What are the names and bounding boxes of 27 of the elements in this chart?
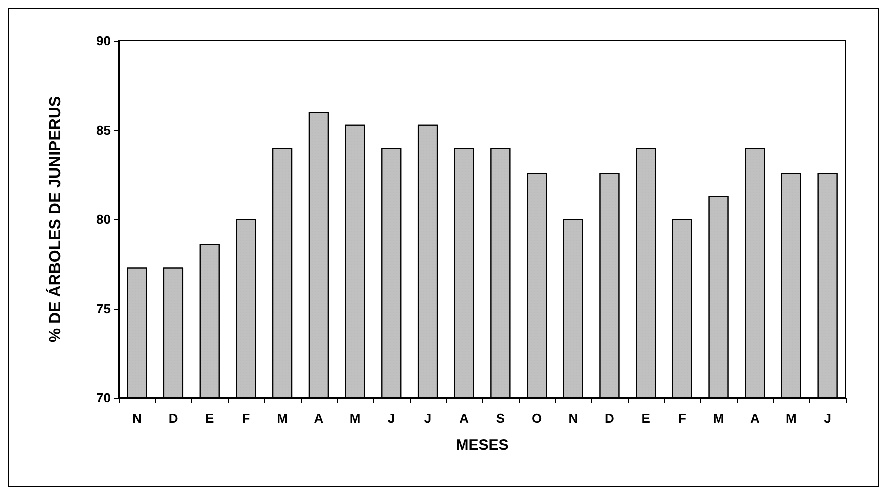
x-tick-label: E <box>206 411 215 426</box>
x-tick-label: M <box>713 411 724 426</box>
x-tick-label: D <box>605 411 614 426</box>
x-tick-label: J <box>388 411 396 426</box>
x-tick-label: A <box>314 411 324 426</box>
x-tick-label: M <box>350 411 361 426</box>
x-tick-label: M <box>786 411 797 426</box>
x-tick-label: A <box>750 411 760 426</box>
x-tick-label: M <box>277 411 288 426</box>
y-tick-label: 85 <box>96 122 111 138</box>
x-tick-label: S <box>496 411 506 426</box>
y-tick-label: 75 <box>96 301 111 316</box>
x-axis-title: MESES <box>456 437 509 454</box>
y-tick-label: 70 <box>96 390 111 406</box>
x-tick-label: A <box>460 411 470 426</box>
x-tick-label: E <box>642 411 651 426</box>
y-tick-label: 90 <box>96 34 111 48</box>
x-tick-label: F <box>242 411 250 426</box>
y-axis-title: % DE ÁRBOLES DE JUNIPERUS <box>46 96 64 343</box>
x-tick-label: F <box>678 411 686 426</box>
x-tick-label: D <box>168 411 178 426</box>
x-tick-label: O <box>532 411 542 426</box>
x-tick-label: N <box>132 411 142 426</box>
x-tick-label: N <box>568 411 578 426</box>
y-tick-label: 80 <box>96 212 111 227</box>
x-tick-label: J <box>824 411 832 426</box>
x-tick-label: J <box>424 411 432 426</box>
